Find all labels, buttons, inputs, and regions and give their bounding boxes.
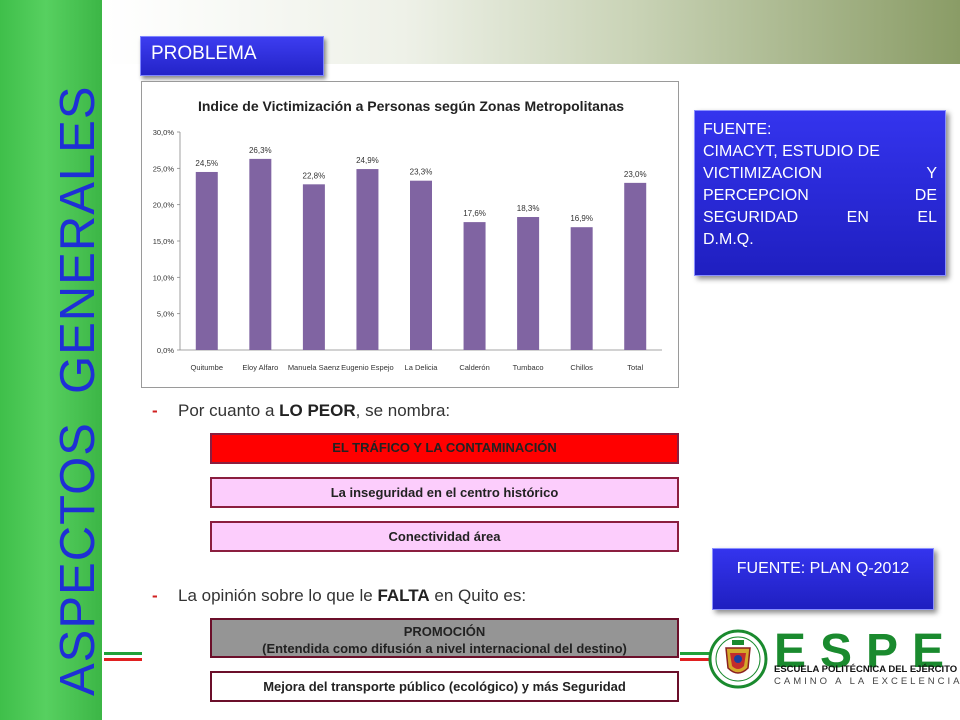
bar-eugenio-espejo — [356, 169, 379, 350]
espe-logo: ESPE ESCUELA POLITÉCNICA DEL EJÉRCITO CA… — [708, 625, 960, 690]
data-label: 18,3% — [517, 204, 540, 213]
bars — [195, 158, 647, 350]
fuente-1-word: SEGURIDAD — [703, 209, 799, 226]
category-label: Chillos — [570, 363, 593, 372]
espe-seal-icon — [708, 629, 768, 689]
bullet-dash: - — [152, 586, 158, 605]
data-label: 23,3% — [410, 168, 433, 177]
chart-svg: Indice de Victimización a Personas según… — [153, 98, 662, 372]
fuente-1-word: DE — [914, 187, 937, 204]
bullet-2-bold: FALTA — [377, 586, 430, 605]
fuente-1-word: PERCEPCION — [703, 187, 809, 204]
bullet-1-suffix: , se nombra: — [355, 401, 451, 420]
logo-word: ESPE — [774, 625, 959, 678]
fuente-1-line-4: PERCEPCION DE — [703, 185, 937, 207]
bar-manuela-saenz — [302, 184, 325, 350]
option-promocion: PROMOCIÓN (Entendida como difusión a niv… — [210, 618, 679, 658]
bullet-1-bold: LO PEOR — [279, 401, 356, 420]
side-title-word-2: GENERALES — [51, 85, 105, 395]
tricolor-rule-left — [104, 652, 142, 661]
data-label: 24,5% — [195, 159, 218, 168]
bar-total — [624, 182, 647, 350]
fuente-1-line-5: SEGURIDAD EN EL — [703, 207, 937, 229]
data-label: 16,9% — [570, 214, 593, 223]
y-tick-label: 20,0% — [153, 201, 175, 210]
fuente-1-line-2: CIMACYT, ESTUDIO DE — [703, 143, 880, 160]
bar-chillos — [570, 227, 593, 350]
tricolor-rule-right — [680, 652, 710, 661]
bar-tumbaco — [517, 217, 540, 350]
y-tick-label: 5,0% — [157, 310, 174, 319]
fuente-1-line-3: VICTIMIZACION Y — [703, 163, 937, 185]
y-tick-label: 25,0% — [153, 164, 175, 173]
bullet-lo-peor: - Por cuanto a LO PEOR, se nombra: — [152, 401, 450, 421]
bullet-falta: - La opinión sobre lo que le FALTA en Qui… — [152, 586, 526, 606]
side-title-word-1: ASPECTOS — [51, 422, 105, 696]
data-label: 24,9% — [356, 156, 379, 165]
bullet-dash: - — [152, 401, 158, 420]
category-label: Manuela Saenz — [288, 363, 340, 372]
fuente-cimacyt-box: FUENTE: CIMACYT, ESTUDIO DE VICTIMIZACIO… — [694, 110, 946, 276]
bullet-2-suffix: en Quito es: — [429, 586, 527, 605]
fuente-1-word: EL — [917, 209, 937, 226]
promocion-title: PROMOCIÓN — [403, 624, 486, 639]
y-tick-label: 30,0% — [153, 128, 175, 137]
category-label: Eloy Alfaro — [242, 363, 278, 372]
fuente-1-word: VICTIMIZACION — [703, 165, 823, 182]
fuente-1-line-1: FUENTE: — [703, 121, 772, 138]
option-conectividad: Conectividad área — [210, 521, 679, 552]
y-tick-label: 0,0% — [157, 346, 174, 355]
fuente-1-word: Y — [926, 165, 937, 182]
bullet-2-prefix: La opinión sobre lo que le — [178, 586, 378, 605]
chart-title: Indice de Victimización a Personas según… — [198, 98, 624, 114]
category-label: Eugenio Espejo — [341, 363, 394, 372]
promocion-subtitle: (Entendida como difusión a nivel interna… — [262, 641, 627, 656]
problema-label: PROBLEMA — [140, 36, 324, 76]
victimization-chart: Indice de Victimización a Personas según… — [141, 81, 679, 388]
data-label: 23,0% — [624, 170, 647, 179]
option-inseguridad: La inseguridad en el centro histórico — [210, 477, 679, 508]
bar-eloy-alfaro — [249, 158, 272, 350]
bar-calder-n — [463, 222, 486, 350]
bar-quitumbe — [195, 171, 218, 350]
option-transporte: Mejora del transporte público (ecológico… — [210, 671, 679, 702]
fuente-plan-q-box: FUENTE: PLAN Q-2012 — [712, 548, 934, 610]
fuente-1-line-6: D.M.Q. — [703, 231, 754, 248]
category-label: Quitumbe — [191, 363, 224, 372]
y-tick-label: 15,0% — [153, 237, 175, 246]
side-bar: ASPECTOS GENERALES — [0, 0, 106, 720]
data-label: 22,8% — [303, 171, 326, 180]
category-label: La Delicia — [405, 363, 439, 372]
category-label: Calderón — [459, 363, 489, 372]
fuente-1-word: EN — [846, 209, 869, 226]
category-labels: 24,5% Quitumbe 26,3% Eloy Alfaro 22,8% Manuel… — [191, 146, 647, 372]
bar-la-delicia — [410, 180, 432, 350]
category-label: Tumbaco — [513, 363, 544, 372]
logo-subtitle: ESCUELA POLITÉCNICA DEL EJÉRCITO — [774, 664, 958, 675]
data-label: 26,3% — [249, 146, 272, 155]
category-label: Total — [627, 363, 643, 372]
option-trafico: EL TRÁFICO Y LA CONTAMINACIÓN — [210, 433, 679, 464]
data-label: 17,6% — [463, 209, 486, 218]
y-tick-label: 10,0% — [153, 273, 175, 282]
bullet-1-prefix: Por cuanto a — [178, 401, 280, 420]
side-title: ASPECTOS GENERALES — [50, 85, 106, 696]
logo-tagline: CAMINO A LA EXCELENCIA — [774, 676, 960, 687]
